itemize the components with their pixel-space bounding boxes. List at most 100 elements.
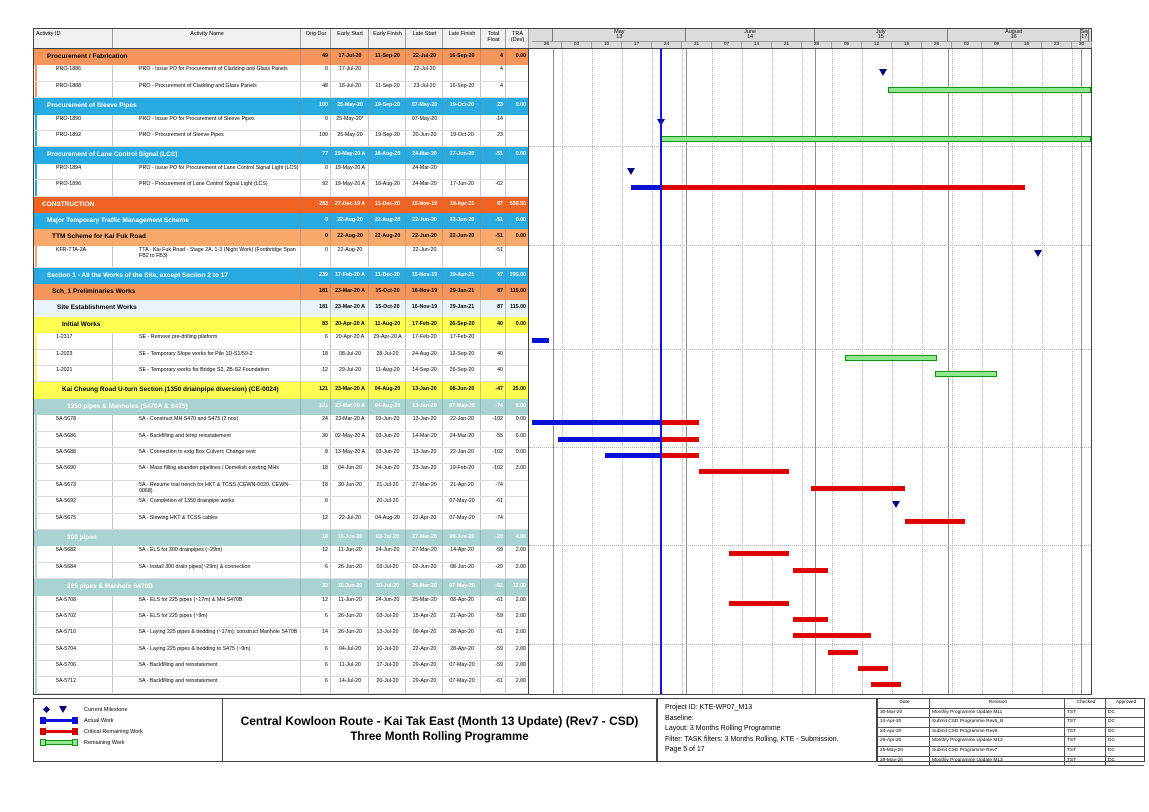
band-value: 0.00 (506, 229, 528, 245)
activity-value: 08-Jul-20 (331, 349, 369, 366)
gantt-row-PRO-1894 (529, 164, 1091, 180)
band-value: 19-Apr-21 (443, 196, 481, 213)
band-value: 115.00 (506, 284, 528, 300)
activity-value: 22-Jul-20 (406, 65, 443, 81)
band-value: 11-Jun-20 (331, 579, 369, 596)
month-gridline (686, 49, 688, 694)
actual-work-bar (532, 420, 661, 426)
bar-end (40, 728, 46, 735)
band-value: 0 (301, 212, 331, 230)
band-indent-stripe (35, 546, 37, 562)
table-row-Section 1 - All the Works of the Site, except Section 2 to 17: Section 1 - All the Works of the Site, e… (34, 267, 528, 285)
table-row-5A-5684: 5A-5684 5A - Install 300 drain pipes(~29m… (34, 562, 528, 580)
month-label: August (1005, 29, 1023, 35)
gantt-row-5A-5684 (529, 563, 1091, 579)
band-indent-stripe (35, 628, 37, 644)
activity-value: 11-Jul-20 (331, 661, 369, 677)
activity-value: 03-Jun-20 (369, 415, 406, 431)
activity-id: 5A-5688 (34, 447, 113, 464)
band-value: 29-Jan-21 (443, 300, 481, 317)
band-value: 17-Jul-20 (331, 49, 369, 66)
activity-value: 07-May-20 (443, 661, 481, 677)
activity-value: 22-Jan-20 (443, 447, 481, 464)
activity-name: 5A - Mass filling abandon pipelines / De… (113, 464, 301, 480)
critical-remaining-bar (810, 485, 905, 491)
activity-id: 5A-5712 (34, 677, 113, 693)
table-row-PRO-1888: PRO-1888 PRO - Procurement of Cladding an… (34, 81, 528, 99)
activity-value: -14 (481, 114, 506, 130)
band-value: 0.00 (506, 49, 528, 65)
activity-value: 14-Apr-20 (443, 546, 481, 562)
gantt-row-300 pipes (529, 530, 1091, 547)
band-indent-stripe (35, 661, 37, 677)
band-label: Procurement of Lane Control Signal (LCS) (34, 147, 301, 164)
table-row-5A-5712: 5A-5712 5A - Backfilling and reinstatemen… (34, 677, 528, 694)
activity-id: PRO-1896 (34, 180, 113, 196)
revision-cell: DC (1108, 757, 1115, 763)
activity-value: 14-Jul-20 (331, 677, 369, 693)
activity-value: 40 (481, 349, 506, 366)
band-value: 29-Jan-21 (443, 284, 481, 301)
week-gridline (802, 49, 803, 694)
band-value: 97 (481, 196, 506, 213)
revision-cell: TST (1065, 756, 1106, 766)
activity-value: 07-May-20 (443, 677, 481, 693)
activity-value: -102 (481, 447, 506, 464)
activity-value (506, 180, 528, 195)
band-value: 19-Oct-20 (443, 98, 481, 115)
band-value: 32 (301, 579, 331, 596)
column-header-8: TRA (Dev) (506, 29, 529, 48)
revision-column-header: Revision (930, 699, 1065, 708)
band-label: Procurement / Fabrication (34, 49, 301, 66)
activity-value: -61 (481, 497, 506, 513)
gantt-row-Section 1 - All the Works of the Site, except Section 2 to 17 (529, 268, 1091, 284)
activity-id: 5A-5708 (34, 595, 113, 611)
activity-value: 07-May-20 (406, 114, 443, 130)
band-value: 22-Aug-20 (369, 212, 406, 230)
table-row-1-2023: 1-2023 SE - Temporary Slope works for Pil… (34, 349, 528, 367)
revision-row: 25-May-20 Submit CSD Programme Rev7 TST DC (878, 746, 1144, 757)
activity-value: 24-Aug-20 (406, 349, 443, 366)
table-row-CONSTRUCTION: CONSTRUCTION 283 27-Dec-19 A 11-Dec-20 15-No… (34, 196, 528, 213)
activity-value: 14-Mar-20 (406, 431, 443, 447)
gantt-row-5A-5702 (529, 612, 1091, 628)
activity-value: -59 (481, 644, 506, 661)
activity-value: 22-Jun-20 (406, 245, 443, 267)
legend-label: Current Milestone (84, 706, 128, 713)
legend-label: Critical Remaining Work (84, 728, 143, 735)
gantt-row-1350 pipes & Manholes (S470A & S475) (529, 399, 1091, 415)
timescale-week-10: 10 (592, 41, 622, 48)
activity-id: 5A-5673 (34, 480, 113, 497)
timescale-month-July: July 15 (815, 29, 948, 41)
activity-value: 13-May-20 A (331, 447, 369, 464)
activity-name: 5A - Slewing HKT & TCSS cables (113, 513, 301, 529)
legend-icons (40, 717, 84, 724)
activity-value: 18 (301, 464, 331, 480)
revision-cell: Monthly Programme Update M11 (930, 708, 1065, 718)
band-value: 22-Jun-20 (443, 212, 481, 230)
activity-name: PRO - Issue PO for Procurement of Sleeve… (113, 114, 301, 130)
week-gridline (772, 49, 773, 694)
activity-value: 13-Jan-20 (406, 415, 443, 431)
activity-value: 6 (301, 611, 331, 628)
week-gridline (592, 49, 593, 694)
table-row-5A-5678: 5A-5678 5A - Construct MH S470 and S475 (… (34, 415, 528, 432)
column-header-7: Total Float (481, 29, 506, 48)
table-row-KFR-TTA-2A: KFR-TTA-2A TTA - Kai Fuk Road - Stage 2A,… (34, 245, 528, 268)
band-value: 22-Jun-20 (406, 212, 443, 230)
activity-value: 0 (301, 65, 331, 81)
band-value: 16-Sep-20 (443, 49, 481, 66)
activity-value: 27-Mar-20 (406, 480, 443, 497)
band-value: 17-Jun-20 (443, 147, 481, 164)
timescale-week-09: 09 (982, 41, 1012, 48)
week-gridline (1072, 49, 1073, 694)
gantt-row-Kai Cheung Road U-turn Section (1350 driainpipe diversion) (CE-0024) (529, 382, 1091, 398)
band-value: 23 (481, 98, 506, 115)
activity-value: 12 (301, 546, 331, 562)
milestone-flag-icon (626, 167, 635, 175)
band-value: 181 (301, 284, 331, 301)
activity-value: 18 (301, 480, 331, 497)
actual-work-bar (532, 338, 550, 344)
week-gridline (742, 49, 743, 694)
activity-value: 12 (301, 595, 331, 611)
